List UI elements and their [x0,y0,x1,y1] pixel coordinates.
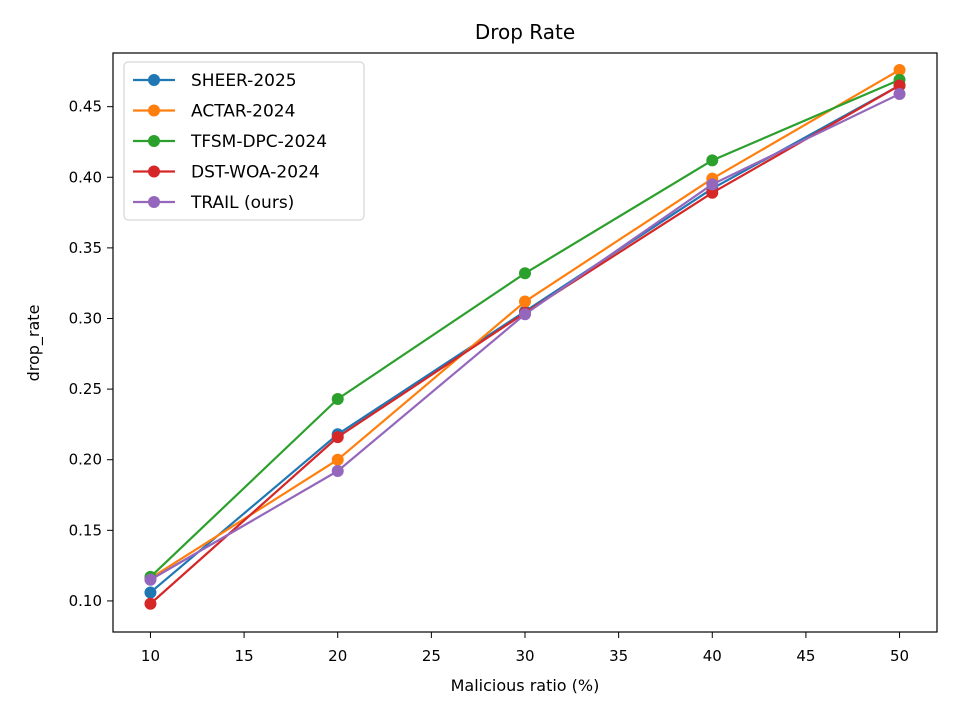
data-point [706,186,719,199]
y-tick-label: 0.35 [69,239,102,257]
x-tick-label: 20 [328,647,347,665]
legend-marker [148,135,160,147]
x-tick-label: 45 [796,647,815,665]
series-layer [144,63,906,610]
data-point [331,431,344,444]
y-tick-label: 0.10 [69,592,102,610]
data-point [519,267,531,280]
y-tick-label: 0.15 [69,521,102,539]
chart-title: Drop Rate [475,20,575,44]
x-tick-label: 50 [890,647,909,665]
legend-entry: TRAIL (ours) [133,193,294,213]
y-tick-label: 0.30 [69,309,102,327]
legend-entry: SHEER-2025 [133,71,297,91]
legend-label: SHEER-2025 [191,71,297,91]
x-tick-label: 35 [609,647,628,665]
data-point [893,63,906,76]
data-point [331,465,344,478]
x-tick-label: 30 [515,647,534,665]
y-tick-label: 0.25 [69,380,102,398]
legend: SHEER-2025 ACTAR-2024 TFSM-DPC-2024 DST-WOA… [123,61,365,221]
data-point [519,295,531,308]
data-point [706,178,719,191]
legend-marker [148,74,160,86]
legend-entry: TFSM-DPC-2024 [133,132,327,152]
legend-label: ACTAR-2024 [191,102,295,122]
plot-area-frame [112,52,938,633]
x-axis-label: Malicious ratio (%) [451,676,600,695]
data-point [144,573,157,586]
legend-label: DST-WOA-2024 [191,163,320,183]
x-tick-label: 40 [703,647,722,665]
legend-marker [148,165,160,178]
data-point [144,597,157,610]
y-tick-label: 0.45 [69,98,102,116]
x-tick-label: 15 [235,647,254,665]
y-tick-label: 0.20 [69,451,102,469]
legend-label: TRAIL (ours) [190,193,294,213]
legend-entry: ACTAR-2024 [133,102,295,122]
data-point [331,453,344,466]
data-point [706,154,719,167]
data-point [893,87,906,100]
y-axis: 0.10 0.15 0.20 0.25 0.30 0.35 0.40 0.45 [69,98,113,610]
legend-marker [148,104,160,117]
legend-entry: DST-WOA-2024 [133,163,320,183]
x-tick-label: 25 [422,647,441,665]
y-axis-label: drop_rate [24,305,44,382]
x-axis: 10 15 20 25 30 35 40 45 50 [141,632,909,665]
data-point [331,392,344,405]
legend-label: TFSM-DPC-2024 [190,132,327,152]
legend-marker [148,196,160,208]
legend-box [123,61,365,221]
data-point [519,308,531,321]
data-point [893,79,906,92]
data-point [144,586,157,599]
x-tick-label: 10 [141,647,160,665]
y-tick-label: 0.40 [69,168,102,186]
series-4 [144,87,906,586]
